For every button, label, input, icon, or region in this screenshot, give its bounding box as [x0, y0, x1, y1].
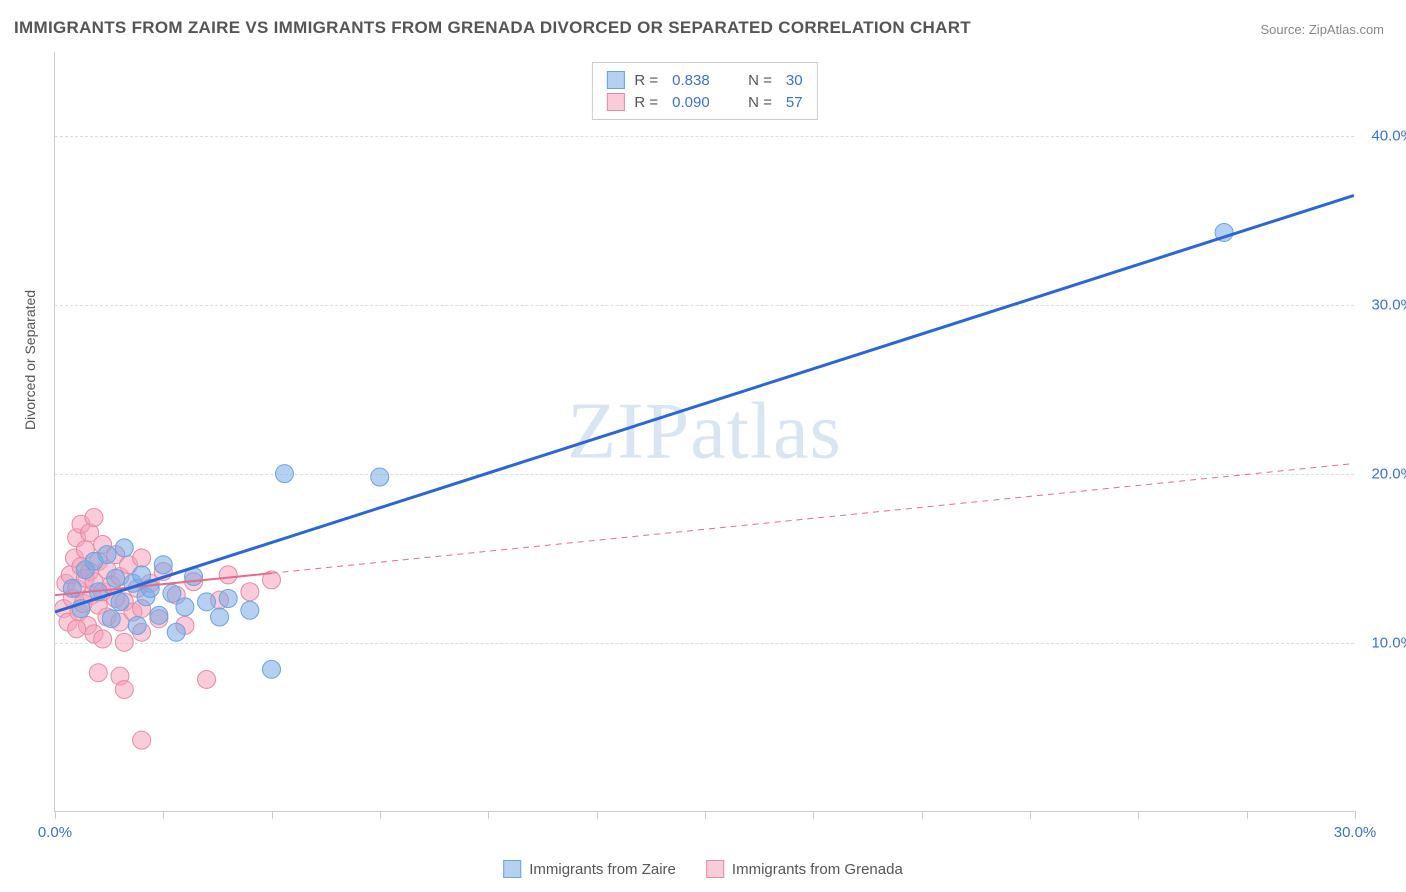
- legend-series-item: Immigrants from Zaire: [503, 860, 676, 878]
- scatter-point: [219, 589, 237, 607]
- legend-r-value: 0.838: [672, 72, 728, 89]
- x-tick: [1247, 811, 1248, 819]
- legend-r-label: R =: [634, 94, 658, 111]
- legend-n-value: 57: [786, 94, 803, 111]
- chart-title: IMMIGRANTS FROM ZAIRE VS IMMIGRANTS FROM…: [14, 18, 971, 38]
- legend-swatch: [606, 71, 624, 89]
- scatter-point: [150, 606, 168, 624]
- scatter-point: [102, 610, 120, 628]
- x-tick: [813, 811, 814, 819]
- legend-series-label: Immigrants from Zaire: [529, 861, 676, 878]
- x-tick: [55, 811, 56, 819]
- legend-series-item: Immigrants from Grenada: [706, 860, 903, 878]
- x-tick: [488, 811, 489, 819]
- legend-r-label: R =: [634, 72, 658, 89]
- scatter-point: [163, 584, 181, 602]
- x-tick: [1138, 811, 1139, 819]
- scatter-point: [111, 593, 129, 611]
- scatter-point: [176, 598, 194, 616]
- y-axis-label: Divorced or Separated: [22, 290, 38, 430]
- y-tick-label: 40.0%: [1371, 128, 1406, 145]
- scatter-point: [115, 681, 133, 699]
- legend-stat-row: R = 0.090 N = 57: [606, 91, 802, 113]
- plot-area: ZIPatlas R =0.838N =30R =0.090N =57 10.0…: [54, 52, 1354, 812]
- scatter-point: [133, 549, 151, 567]
- y-tick-label: 30.0%: [1371, 297, 1406, 314]
- scatter-point: [94, 630, 112, 648]
- scatter-point: [115, 539, 133, 557]
- scatter-point: [154, 556, 172, 574]
- scatter-point: [198, 670, 216, 688]
- scatter-point: [133, 731, 151, 749]
- scatter-point: [89, 664, 107, 682]
- scatter-point: [263, 660, 281, 678]
- trend-line: [55, 195, 1354, 612]
- scatter-point: [128, 616, 146, 634]
- x-tick-label: 0.0%: [38, 824, 72, 841]
- scatter-point: [98, 546, 116, 564]
- scatter-point: [107, 569, 125, 587]
- x-tick: [597, 811, 598, 819]
- legend-series-label: Immigrants from Grenada: [732, 861, 903, 878]
- x-tick: [272, 811, 273, 819]
- legend-n-value: 30: [786, 72, 803, 89]
- x-tick: [922, 811, 923, 819]
- scatter-point: [241, 601, 259, 619]
- scatter-point: [85, 509, 103, 527]
- scatter-point: [219, 566, 237, 584]
- scatter-point: [275, 465, 293, 483]
- legend-swatch: [606, 93, 624, 111]
- x-tick: [163, 811, 164, 819]
- scatter-point: [167, 623, 185, 641]
- legend-stat-row: R = 0.838 N = 30: [606, 69, 802, 91]
- x-tick: [1355, 811, 1356, 819]
- legend-swatch: [503, 860, 521, 878]
- legend-series: Immigrants from Zaire Immigrants from Gre…: [503, 860, 903, 878]
- scatter-point: [68, 620, 86, 638]
- trend-line-extrapolated: [272, 464, 1355, 574]
- legend-n-label: N =: [748, 72, 772, 89]
- legend-r-value: 0.090: [672, 94, 728, 111]
- x-tick-label: 30.0%: [1334, 824, 1377, 841]
- source-attribution: Source: ZipAtlas.com: [1260, 22, 1384, 37]
- legend-n-label: N =: [748, 94, 772, 111]
- y-tick-label: 10.0%: [1371, 635, 1406, 652]
- y-tick-label: 20.0%: [1371, 466, 1406, 483]
- x-tick: [1030, 811, 1031, 819]
- scatter-point: [115, 633, 133, 651]
- scatter-point: [241, 583, 259, 601]
- legend-stats: R = 0.838 N = 30 R = 0.090 N = 57: [591, 62, 817, 120]
- x-tick: [380, 811, 381, 819]
- x-tick: [705, 811, 706, 819]
- scatter-point: [371, 468, 389, 486]
- scatter-point: [198, 593, 216, 611]
- scatter-point: [211, 608, 229, 626]
- scatter-plot-svg: [55, 52, 1354, 811]
- legend-swatch: [706, 860, 724, 878]
